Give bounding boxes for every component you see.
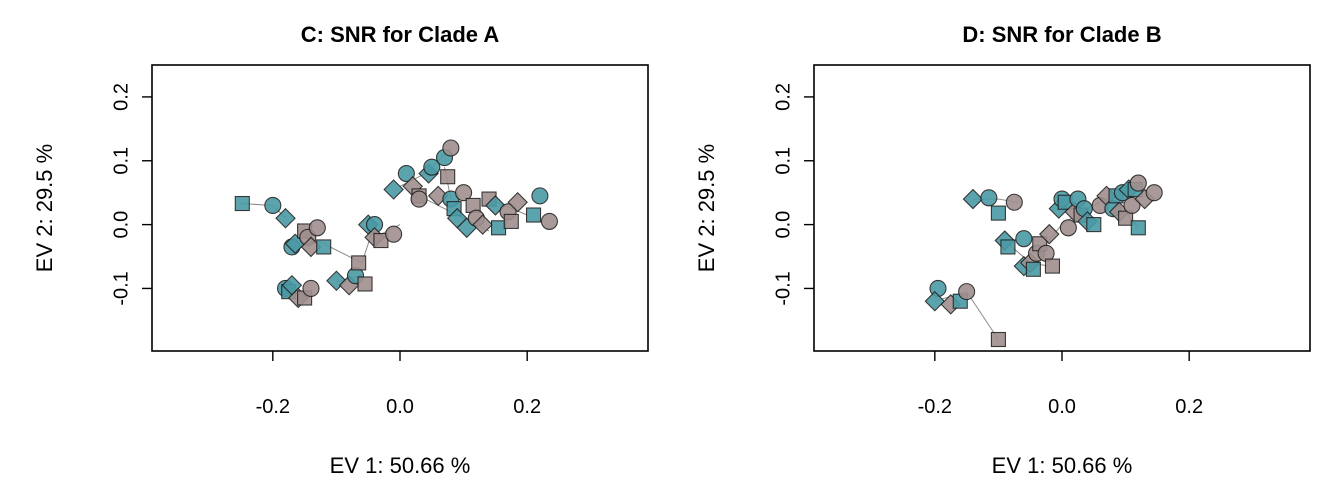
data-point-circle — [302, 279, 320, 297]
data-point-square — [440, 169, 456, 185]
plot-frame — [151, 64, 649, 352]
data-point-square — [491, 220, 507, 236]
data-point-diamond — [383, 179, 404, 200]
chart-title: D: SNR for Clade B — [962, 22, 1161, 47]
y-axis-label: EV 2: 29.5 % — [694, 144, 719, 272]
trajectory-segment — [966, 291, 999, 340]
y-tick-label: 0.0 — [110, 211, 132, 239]
data-point-circle — [442, 139, 460, 157]
data-point-diamond — [924, 290, 946, 312]
data-point-square — [990, 205, 1006, 221]
x-tick-label: 0.2 — [513, 396, 541, 418]
data-point-circle — [980, 189, 998, 207]
data-point-square — [1025, 261, 1041, 277]
x-axis-label: EV 1: 50.66 % — [330, 453, 471, 478]
data-point-circle — [385, 225, 403, 243]
y-tick-label: 0.1 — [110, 147, 132, 175]
data-point-circle — [423, 158, 441, 176]
data-point-square — [1000, 239, 1016, 255]
data-point-circle — [1123, 196, 1141, 214]
data-point-circle — [1059, 219, 1077, 237]
data-point-circle — [455, 184, 473, 202]
x-tick-label: -0.2 — [918, 396, 952, 418]
y-tick-label: -0.1 — [772, 271, 794, 305]
data-points — [924, 174, 1163, 348]
y-tick-label: 0.2 — [110, 83, 132, 111]
data-point-diamond — [427, 185, 449, 207]
data-point-square — [316, 239, 332, 255]
chart-title: C: SNR for Clade A — [301, 22, 500, 47]
data-point-square — [357, 276, 373, 292]
data-point-circle — [1129, 174, 1147, 192]
data-point-diamond — [472, 214, 493, 235]
data-point-circle — [308, 219, 326, 237]
data-point-circle — [1005, 193, 1023, 211]
x-tick-label: 0.2 — [1175, 396, 1203, 418]
x-axis-label: EV 1: 50.66 % — [992, 453, 1133, 478]
axis-ticks: -0.2 0.0 0.2 -0.1 0.0 0.1 0.2 — [772, 83, 1203, 418]
panel-c: C: SNR for Clade A -0.2 0.0 0.2 -0.1 0.0 0.1 0… — [32, 22, 649, 478]
y-tick-label: -0.1 — [110, 271, 132, 305]
data-point-square — [1086, 217, 1102, 233]
data-point-square — [503, 213, 519, 229]
data-point-circle — [1145, 184, 1163, 202]
y-tick-label: 0.1 — [772, 147, 794, 175]
panel-d: D: SNR for Clade B -0.2 0.0 0.2 -0.1 0.0 0.1 0… — [694, 22, 1311, 478]
data-point-diamond — [275, 207, 296, 229]
data-points — [234, 139, 558, 309]
data-point-diamond — [507, 191, 528, 213]
data-point-square — [1118, 210, 1134, 226]
x-tick-label: -0.2 — [256, 396, 290, 418]
axis-ticks: -0.2 0.0 0.2 -0.1 0.0 0.1 0.2 — [110, 83, 541, 418]
data-point-diamond — [1039, 223, 1060, 245]
data-point-square — [1044, 258, 1061, 274]
data-point-square — [373, 233, 389, 249]
x-tick-label: 0.0 — [1048, 396, 1076, 418]
data-point-circle — [531, 187, 549, 205]
y-tick-label: 0.0 — [772, 211, 794, 239]
y-tick-label: 0.2 — [772, 83, 794, 111]
data-point-circle — [397, 164, 415, 183]
data-point-circle — [540, 212, 558, 230]
data-point-circle — [410, 190, 428, 208]
data-point-square — [1130, 220, 1146, 236]
data-point-square — [990, 331, 1006, 348]
data-point-square — [234, 195, 250, 212]
data-point-square — [525, 207, 542, 223]
x-tick-label: 0.0 — [386, 396, 414, 418]
data-point-diamond — [962, 188, 984, 210]
data-point-circle — [264, 196, 282, 214]
data-point-circle — [1015, 230, 1033, 248]
data-point-circle — [958, 283, 976, 301]
data-point-square — [351, 255, 367, 271]
y-axis-label: EV 2: 29.5 % — [32, 144, 57, 272]
